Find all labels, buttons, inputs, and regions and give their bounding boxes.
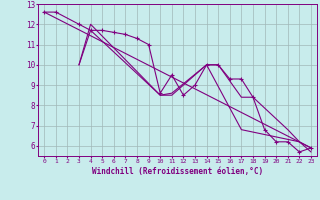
- X-axis label: Windchill (Refroidissement éolien,°C): Windchill (Refroidissement éolien,°C): [92, 167, 263, 176]
